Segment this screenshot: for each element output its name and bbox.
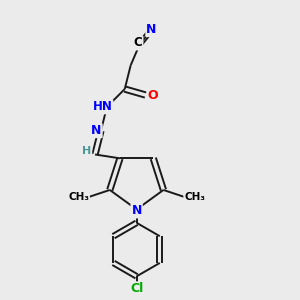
Text: N: N <box>91 124 102 137</box>
Text: H: H <box>82 146 91 157</box>
Text: CH₃: CH₃ <box>184 192 205 203</box>
Text: N: N <box>131 204 142 218</box>
Text: Cl: Cl <box>130 282 143 295</box>
Text: CH₃: CH₃ <box>68 192 89 203</box>
Text: N: N <box>146 23 157 36</box>
Text: O: O <box>148 88 158 101</box>
Text: HN: HN <box>92 100 112 113</box>
Text: C: C <box>134 37 142 50</box>
